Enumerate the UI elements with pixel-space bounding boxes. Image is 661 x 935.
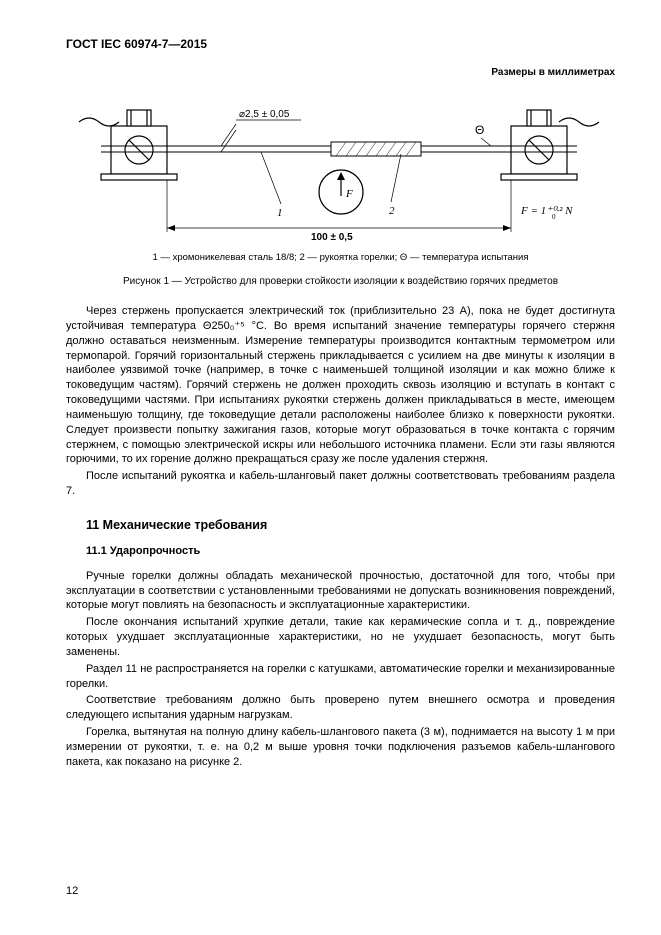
callout-2: 2: [389, 205, 395, 217]
units-label: Размеры в миллиметрах: [66, 66, 615, 80]
force-formula-text: F = 1⁺⁰·² N: [520, 205, 573, 217]
figure-1-caption: Рисунок 1 — Устройство для проверки стой…: [66, 275, 615, 289]
page: ГОСТ IEC 60974-7—2015 Размеры в миллимет…: [0, 0, 661, 935]
figure-1-legend: 1 — хромоникелевая сталь 18/8; 2 — рукоя…: [66, 252, 615, 265]
section11-paragraph-3: Раздел 11 не распространяется на горелки…: [66, 662, 615, 692]
section11-paragraph-5: Горелка, вытянутая на полную длину кабел…: [66, 725, 615, 770]
section11-paragraph-4: Соответствие требованиям должно быть про…: [66, 693, 615, 723]
body-paragraph-2: После испытаний рукоятка и кабель-шланго…: [66, 469, 615, 499]
figure-1-container: Размеры в миллиметрах: [66, 66, 615, 288]
callout-1: 1: [277, 207, 283, 219]
force-f-label: F: [345, 188, 353, 200]
section11-paragraph-1: Ручные горелки должны обладать механичес…: [66, 569, 615, 614]
figure-1-diagram: F ⌀2,5 ± 0,05 Θ 1 2: [71, 84, 611, 244]
dim-length-text: 100 ± 0,5: [311, 232, 353, 243]
document-id-header: ГОСТ IEC 60974-7—2015: [66, 36, 615, 52]
page-number: 12: [66, 884, 78, 899]
section11-paragraph-2: После окончания испытаний хрупкие детали…: [66, 615, 615, 660]
theta-label: Θ: [475, 123, 484, 137]
body-paragraph-1: Через стержень пропускается электрически…: [66, 304, 615, 467]
dim-diameter-text: ⌀2,5 ± 0,05: [239, 109, 290, 120]
svg-text:0: 0: [552, 213, 556, 221]
subsection-11-1-heading: 11.1 Ударопрочность: [66, 544, 615, 559]
section-11-heading: 11 Механические требования: [66, 517, 615, 534]
